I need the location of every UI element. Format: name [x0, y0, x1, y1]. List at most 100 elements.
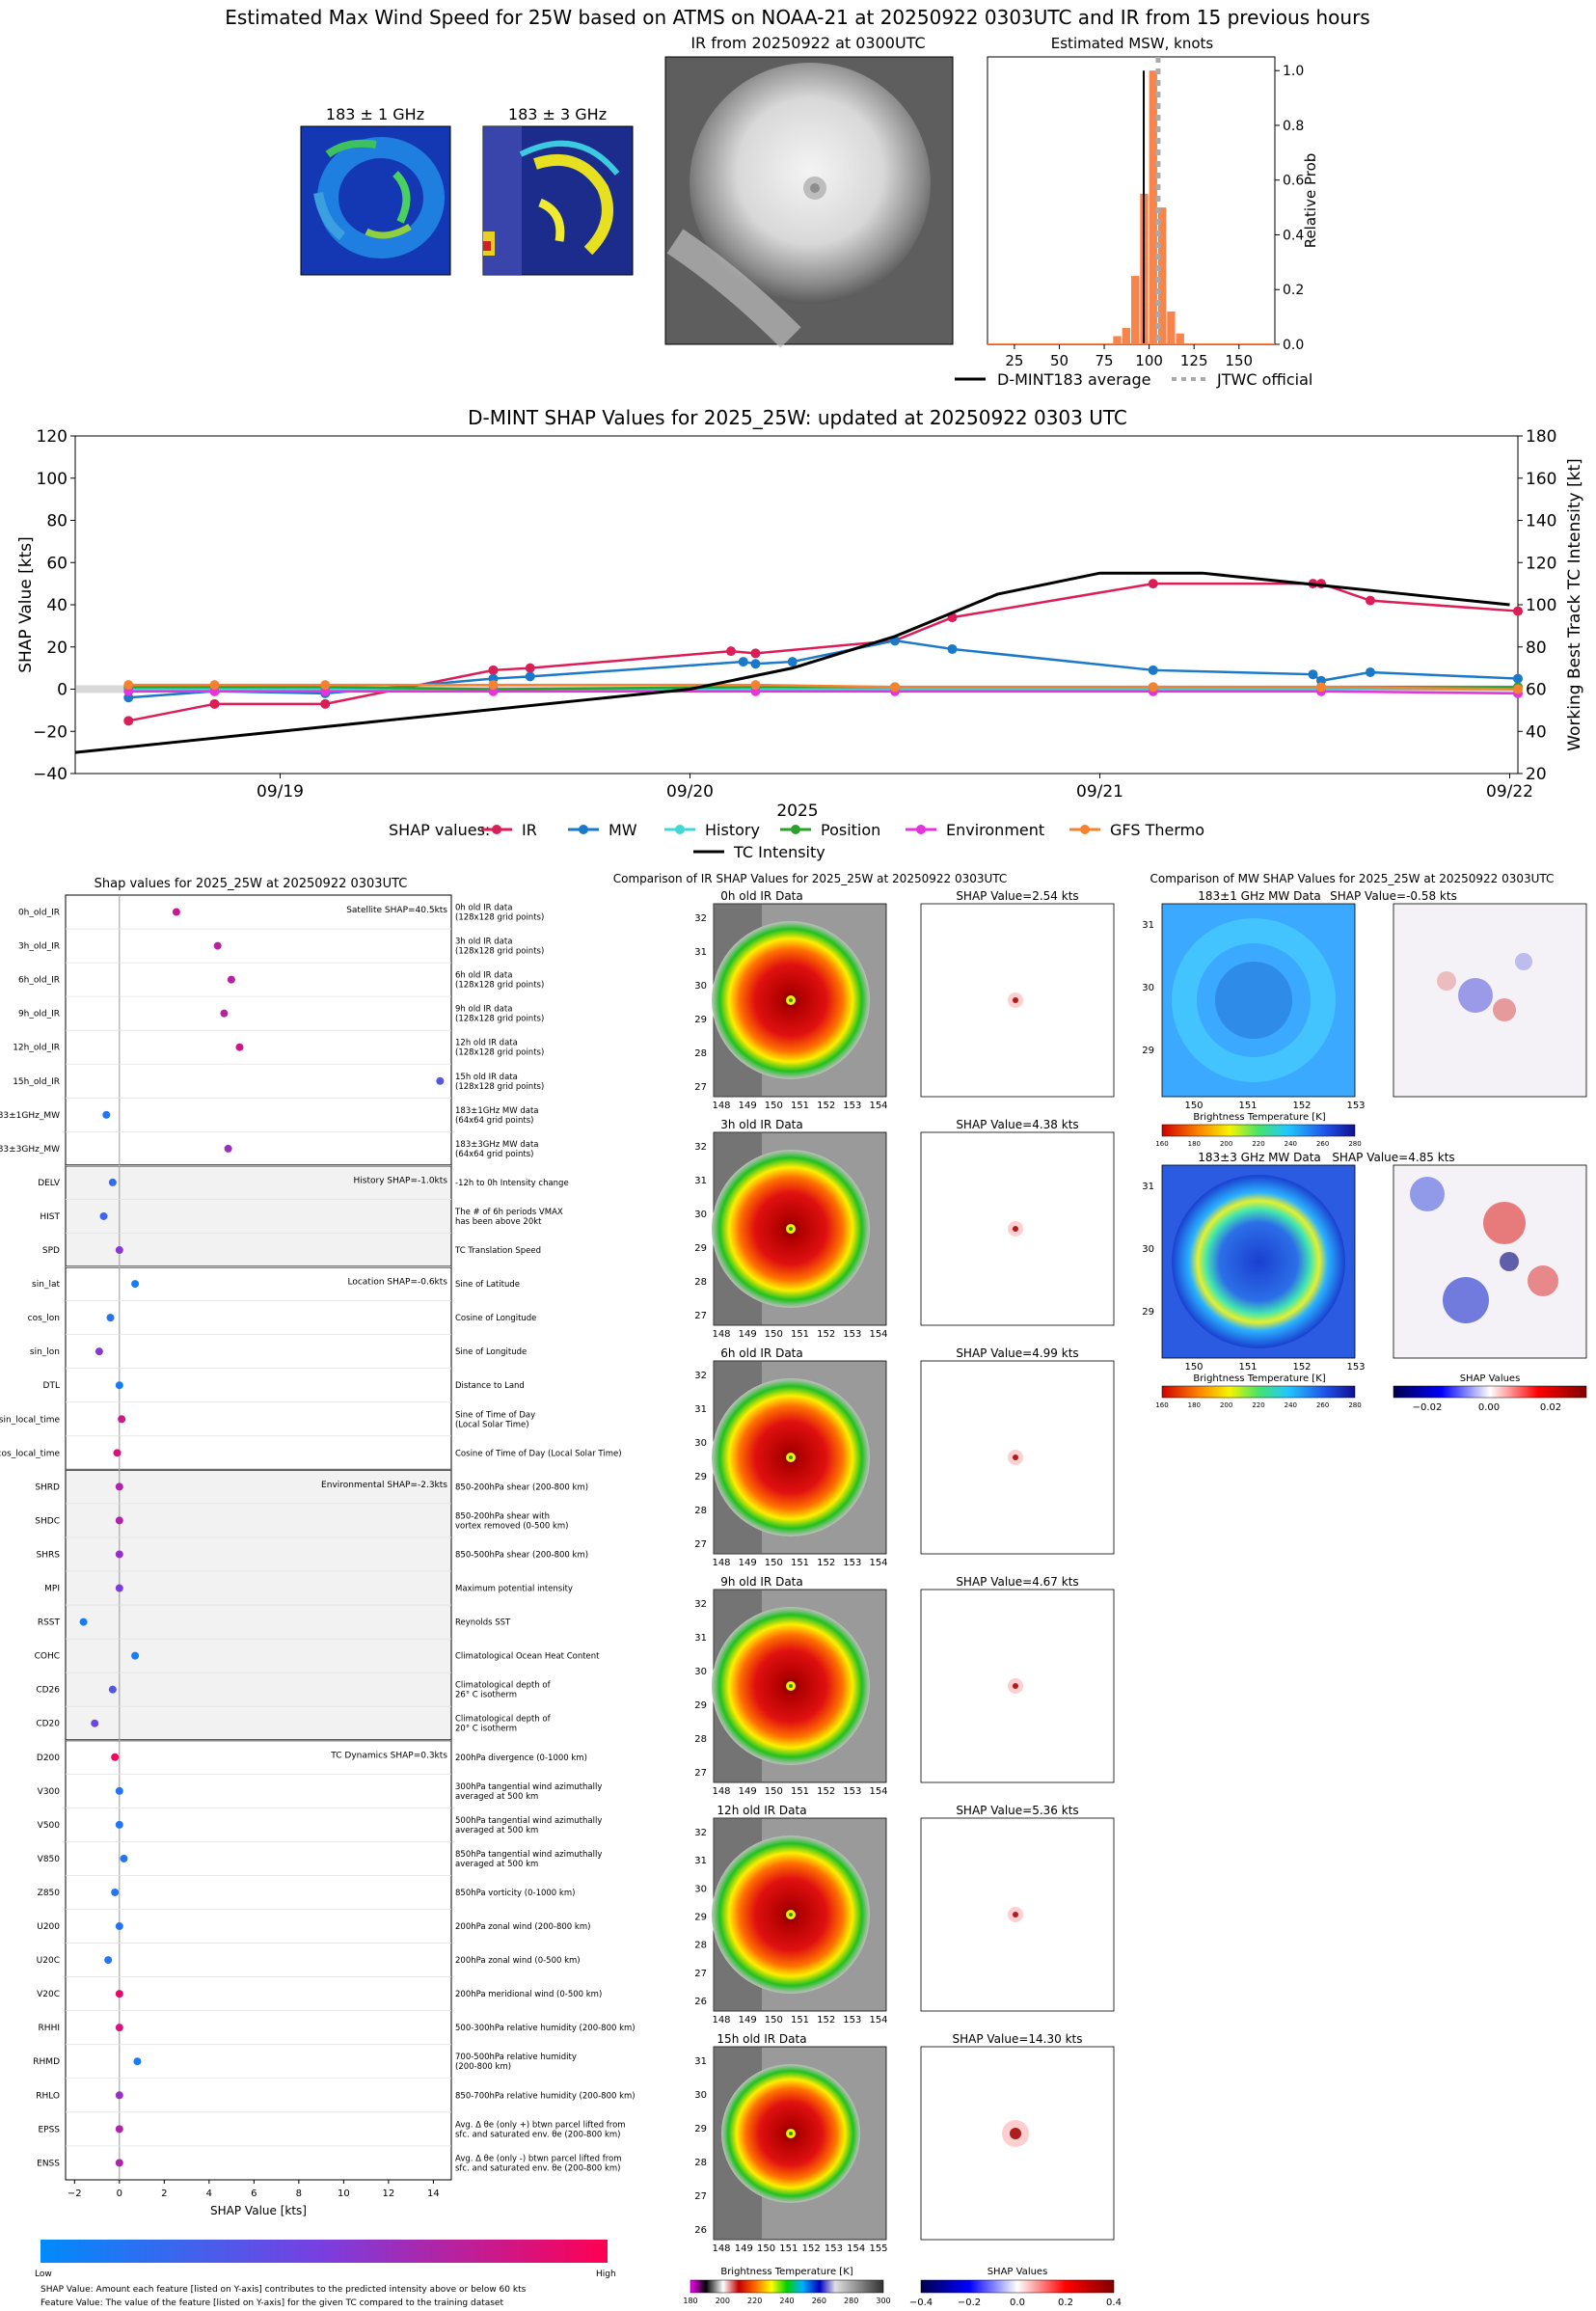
hist-bar [1157, 207, 1167, 344]
feature-name-label: U20C [37, 1956, 60, 1966]
hist-x-tick-label: 150 [1225, 352, 1253, 369]
bar-x-tick-label: 0 [117, 2189, 122, 2199]
feature-desc-label: Sine of Time of Day [455, 1410, 535, 1420]
ir-shap-halo [1008, 1450, 1023, 1465]
ir-row-x-tick: 150 [765, 1786, 783, 1797]
ir-row-y-tick: 31 [694, 1633, 707, 1644]
ts-point-mw [787, 657, 798, 667]
ts-ylabel-right: Working Best Track TC Intensity [kt] [1565, 458, 1584, 751]
mw-row-x-tick: 150 [1184, 1101, 1203, 1111]
ts-y2-tick-label: 40 [1526, 722, 1547, 742]
bar-group-shade [66, 1165, 451, 1267]
mw-row-y-tick: 30 [1142, 983, 1154, 993]
feature-desc-label: 200hPa zonal wind (200-800 km) [455, 1922, 590, 1932]
ir-shap-hotspot [1013, 1455, 1018, 1460]
hist-title: Estimated MSW, knots [1051, 35, 1214, 52]
shap-dot [115, 2024, 123, 2032]
feature-desc-label: 26° C isotherm [455, 1691, 517, 1700]
feature-desc-label: Reynolds SST [455, 1618, 511, 1628]
ir-row-x-tick: 155 [869, 2243, 887, 2254]
ts-point-mw [750, 659, 761, 669]
ir-row-x-tick: 149 [735, 2243, 753, 2254]
hist-x-tick-label: 75 [1096, 352, 1114, 369]
shap-dot [115, 1550, 123, 1559]
ir-row-x-tick: 149 [739, 1101, 757, 1111]
mw-shap-tick: 0.00 [1478, 1402, 1500, 1413]
feature-desc-label: (128x128 grid points) [455, 981, 544, 991]
shap-dot [213, 941, 222, 950]
ts-y2-tick-label: 180 [1526, 427, 1556, 447]
bar-x-tick-label: 4 [206, 2189, 212, 2199]
bar-title: Shap values for 2025_25W at 20250922 030… [95, 877, 408, 891]
ir-row-x-tick: 152 [817, 1558, 835, 1568]
mw-row-y-tick: 29 [1142, 1307, 1154, 1318]
ts-x-tick-label: 09/22 [1486, 782, 1533, 802]
shap-dot [108, 1178, 117, 1186]
bar-group-label: History SHAP=-1.0kts [354, 1176, 448, 1185]
ir-row-eye [789, 2132, 793, 2135]
ts-point-ir [123, 716, 134, 726]
mw-bt-tick: 180 [1188, 1140, 1201, 1148]
feature-desc-label: vortex removed (0-500 km) [455, 1521, 568, 1531]
feature-name-label: RHHI [39, 2024, 60, 2033]
feature-desc-label: (64x64 grid points) [455, 1116, 533, 1126]
mw-bt-tick: 220 [1252, 1401, 1264, 1409]
shap-dot [133, 2057, 142, 2066]
mw-comparison-panels: 183±1 GHz MW Data 31 30 29 150 151 152 153 SHAP … [1142, 889, 1587, 1413]
shap-dot [227, 975, 235, 984]
hist-y-tick-label: 0.4 [1283, 228, 1304, 243]
shap-dot [220, 1009, 229, 1018]
ir-shap-hotspot [1013, 1912, 1018, 1917]
ir-shap-halo [1008, 1678, 1023, 1694]
bar-x-tick-label: 8 [296, 2189, 302, 2199]
shap-dot [131, 1651, 140, 1660]
hist-ylabel: Relative Prob [1302, 153, 1319, 249]
mw-shap-blob [1500, 1252, 1519, 1271]
feature-name-label: V850 [38, 1855, 61, 1864]
mw-row-x-tick: 153 [1346, 1101, 1365, 1111]
ir-row-eye [789, 1684, 793, 1688]
hist-bar [1131, 276, 1140, 344]
ir-row-y-tick: 27 [694, 1539, 707, 1550]
ir-row-y-tick: 27 [694, 1082, 707, 1093]
mw-bt-tick: 220 [1252, 1140, 1264, 1148]
ir-bt-tick: 240 [779, 2297, 794, 2305]
ts-point-ir [1513, 606, 1523, 616]
feature-name-label: 12h_old_IR [13, 1044, 60, 1053]
ir-row-x-tick: 154 [847, 2243, 865, 2254]
colorbar-high: High [596, 2270, 616, 2279]
ir-row-y-tick: 30 [694, 1667, 707, 1677]
ir-row-x-tick: 150 [765, 1101, 783, 1111]
ir-shap-image [920, 2046, 1115, 2241]
ir-row-title: 6h old IR Data [720, 1346, 803, 1360]
ir-row-y-tick: 28 [694, 1506, 707, 1516]
shap-dot [115, 1820, 123, 1829]
feature-desc-label: (200-800 km) [455, 2062, 511, 2072]
shap-dot [108, 1685, 117, 1694]
shap-dot [115, 1786, 123, 1795]
hist-x-tick-label: 50 [1050, 352, 1069, 369]
top-legend: D-MINT183 average JTWC official [955, 370, 1312, 389]
feature-desc-label: (128x128 grid points) [455, 947, 544, 957]
shap-dot [91, 1719, 99, 1727]
mw-row-x-tick: 152 [1292, 1362, 1311, 1373]
mw-bt-tick: 280 [1348, 1140, 1361, 1148]
ts-point-mw [1366, 667, 1375, 677]
ir-row-y-tick: 30 [694, 1884, 707, 1894]
ir-row-title: 0h old IR Data [720, 889, 803, 903]
feature-name-label: SHDC [35, 1516, 60, 1526]
ir-row-y-tick: 32 [694, 913, 707, 924]
bar-group-label: TC Dynamics SHAP=0.3kts [330, 1751, 447, 1760]
ir-row-y-tick: 28 [694, 2158, 707, 2168]
feature-name-label: U200 [37, 1922, 60, 1932]
ts-x-tick-label: 09/20 [666, 782, 714, 802]
feature-name-label: 183±1GHz_MW [0, 1111, 60, 1121]
feature-desc-label: 850-500hPa shear (200-800 km) [455, 1550, 588, 1560]
feature-name-label: sin_local_time [0, 1415, 60, 1425]
mw-bt-colorbar [1161, 1385, 1356, 1399]
shap-dot [115, 1990, 123, 1998]
feature-desc-label: 850hPa vorticity (0-1000 km) [455, 1889, 575, 1898]
ir-shap-hotspot [1013, 1226, 1018, 1232]
feature-name-label: 183±3GHz_MW [0, 1145, 60, 1155]
feature-name-label: SPD [42, 1246, 60, 1256]
